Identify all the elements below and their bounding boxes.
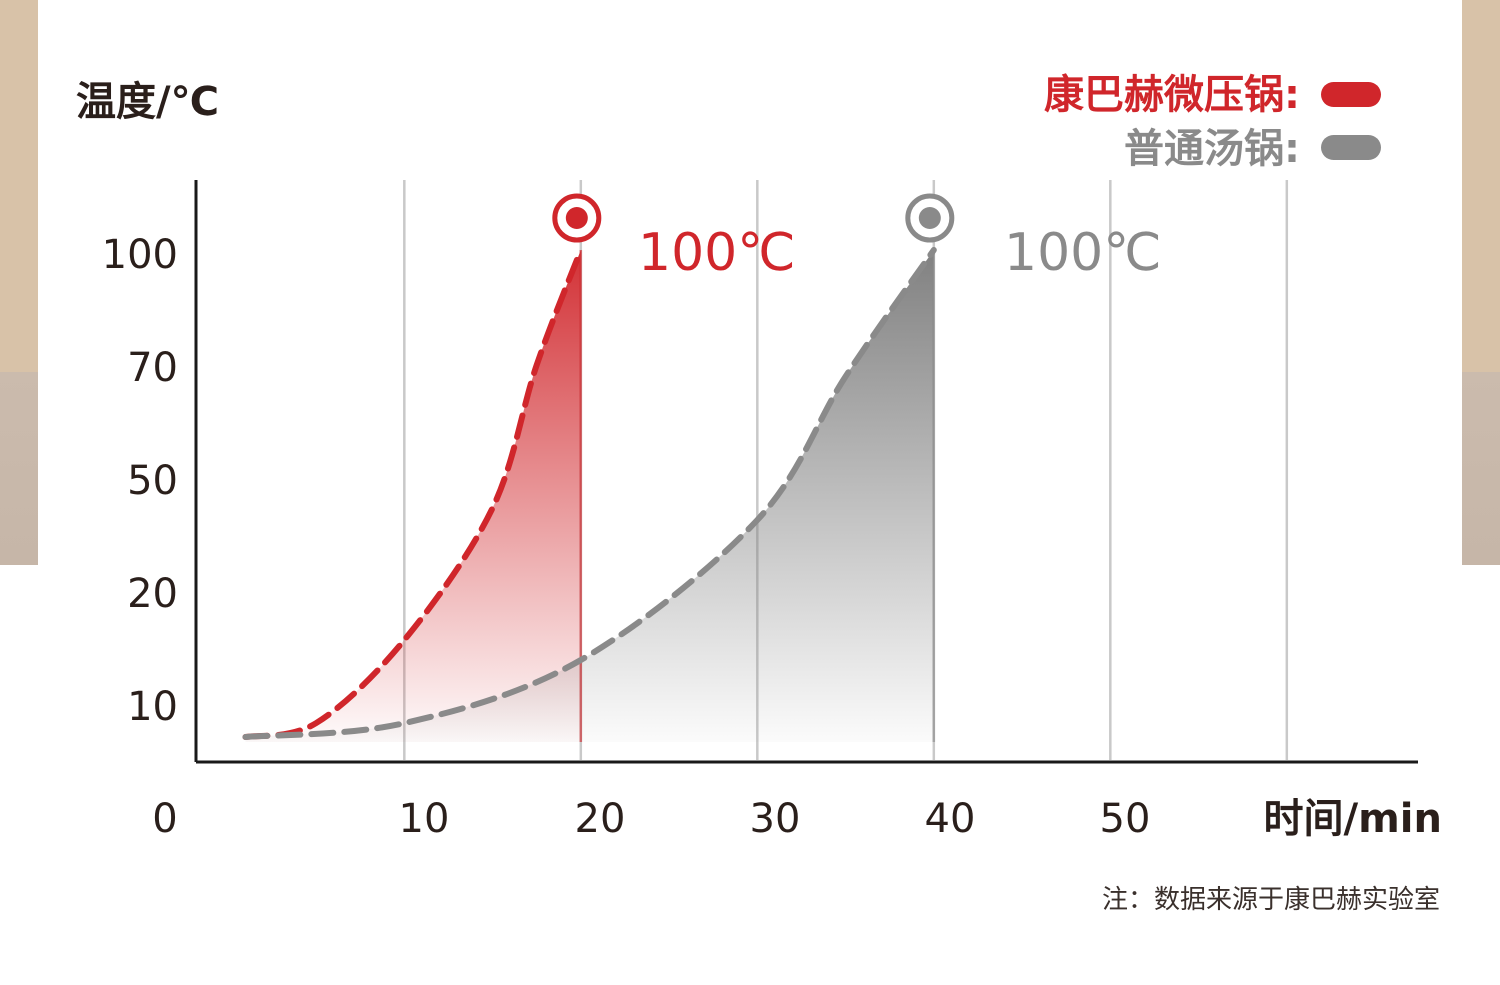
series-line-soup-pot [242, 247, 937, 740]
legend-label-soup-pot: 普通汤锅: [1124, 126, 1300, 172]
x-tick-label: 40 [925, 796, 976, 842]
legend-swatch-pressure-cooker [1321, 82, 1381, 107]
peak-marker-dot-soup-pot [918, 207, 941, 229]
legend-label-pressure-cooker: 康巴赫微压锅: [1044, 72, 1300, 118]
legend-swatch-soup-pot [1321, 135, 1381, 160]
y-tick-label: 100 [102, 232, 178, 278]
x-tick-label: 0 [152, 796, 177, 842]
y-tick-label: 10 [127, 684, 178, 730]
legend: 康巴赫微压锅: 普通汤锅: [1044, 72, 1381, 172]
peak-label-soup-pot: 100℃ [1004, 223, 1162, 283]
area-fills [245, 250, 934, 742]
peak-marker-dot-pressure-cooker [565, 207, 588, 229]
x-tick-label: 20 [575, 796, 626, 842]
x-tick-label: 50 [1100, 796, 1151, 842]
series-line-pressure-cooker [242, 247, 584, 740]
area-fill-pressure-cooker [245, 250, 581, 742]
peak-label-pressure-cooker: 100℃ [638, 223, 796, 283]
right-side-band [1462, 0, 1500, 565]
peak-markers [552, 193, 955, 243]
y-axis-label: 温度/℃ [76, 79, 219, 125]
left-side-band [0, 0, 38, 565]
x-axis-label: 时间/min [1264, 796, 1442, 842]
data-source-note: 注：数据来源于康巴赫实验室 [1102, 885, 1440, 915]
y-tick-label: 20 [127, 571, 178, 617]
series-lines [242, 247, 937, 742]
x-tick-label: 30 [750, 796, 801, 842]
x-tick-label: 10 [399, 796, 450, 842]
y-tick-label: 70 [127, 345, 178, 391]
area-fill-soup-pot [245, 250, 934, 742]
y-tick-labels: 100 70 50 20 10 [102, 232, 178, 730]
y-tick-label: 50 [127, 458, 178, 504]
x-tick-labels: 0 10 20 30 40 50 [152, 796, 1150, 842]
